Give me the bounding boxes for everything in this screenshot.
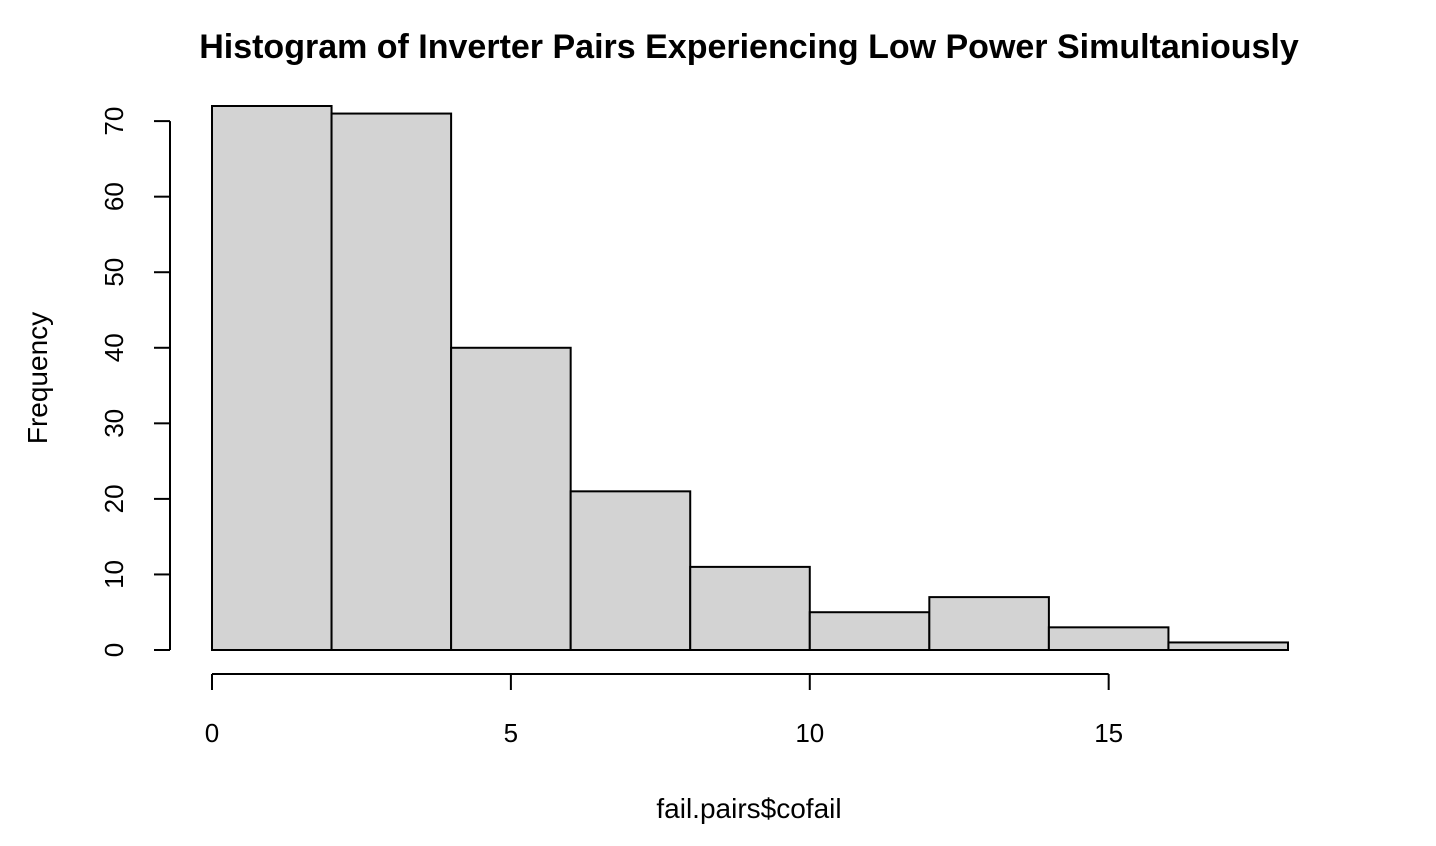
y-axis-label: Frequency xyxy=(22,312,53,444)
x-tick-label-1: 5 xyxy=(504,718,518,748)
y-tick-label-5: 50 xyxy=(99,258,129,287)
x-tick-label-3: 15 xyxy=(1094,718,1123,748)
histogram-bar-0 xyxy=(211,105,333,651)
x-axis-label: fail.pairs$cofail xyxy=(656,793,841,824)
y-tick-label-3: 30 xyxy=(99,409,129,438)
y-tick-label-1: 10 xyxy=(99,560,129,589)
x-axis: 0 5 10 15 xyxy=(205,673,1123,748)
y-tick-label-2: 20 xyxy=(99,484,129,513)
histogram-bar-1 xyxy=(330,112,453,652)
bars-group xyxy=(211,105,1290,652)
y-tick-label-0: 0 xyxy=(99,643,129,657)
x-tick-label-0: 0 xyxy=(205,718,219,748)
y-tick-label-7: 70 xyxy=(99,107,129,136)
x-tick-label-2: 10 xyxy=(795,718,824,748)
histogram-bar-6 xyxy=(928,596,1050,651)
histogram-bar-5 xyxy=(808,611,931,652)
y-tick-label-6: 60 xyxy=(99,182,129,211)
histogram-bar-7 xyxy=(1047,626,1170,651)
chart-title: Histogram of Inverter Pairs Experiencing… xyxy=(199,28,1299,66)
y-axis: 0 10 20 30 40 50 60 70 xyxy=(99,107,171,657)
y-tick-label-4: 40 xyxy=(99,333,129,362)
histogram-bar-8 xyxy=(1167,641,1290,652)
histogram-bar-2 xyxy=(450,346,572,651)
histogram-bar-4 xyxy=(689,565,811,652)
histogram-bar-3 xyxy=(569,490,692,652)
